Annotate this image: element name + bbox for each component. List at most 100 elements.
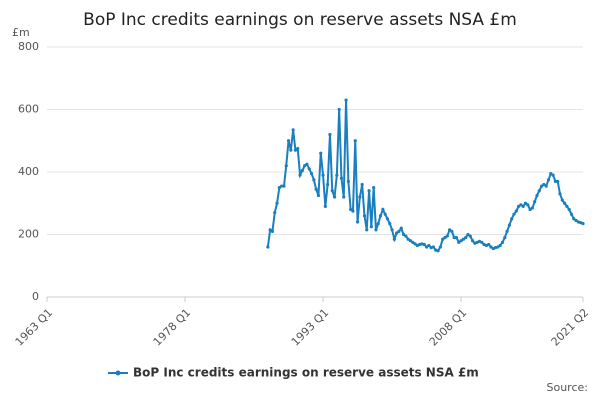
point <box>519 203 523 207</box>
point <box>413 242 417 246</box>
source: Source: <box>547 381 589 394</box>
point <box>277 186 281 190</box>
point <box>298 173 302 177</box>
point <box>303 164 307 168</box>
point <box>312 178 316 182</box>
point <box>553 179 557 183</box>
y-tick-label: 600 <box>18 103 39 116</box>
point <box>558 192 562 196</box>
point <box>395 231 399 235</box>
point <box>500 240 505 244</box>
point <box>457 240 461 244</box>
point <box>530 206 534 210</box>
point <box>450 229 454 233</box>
point <box>556 179 560 183</box>
point <box>404 234 408 238</box>
point <box>365 228 369 232</box>
point <box>381 207 385 212</box>
point <box>273 211 277 215</box>
point <box>399 226 403 230</box>
point <box>346 179 350 183</box>
point <box>516 204 521 208</box>
point <box>326 182 330 187</box>
point <box>411 240 415 244</box>
point <box>459 239 463 243</box>
point <box>296 146 300 151</box>
point <box>270 229 275 233</box>
point <box>305 162 309 166</box>
x-tick-label: 1978 Q1 <box>151 306 194 349</box>
point <box>293 148 298 152</box>
point <box>376 221 380 226</box>
point <box>309 171 314 176</box>
point <box>581 221 585 226</box>
point <box>422 242 426 247</box>
point <box>507 223 511 227</box>
point <box>537 189 541 193</box>
point <box>388 221 392 226</box>
point <box>528 207 532 212</box>
point <box>496 245 500 249</box>
point <box>480 240 484 244</box>
point <box>466 232 470 237</box>
point <box>314 187 318 191</box>
point <box>372 186 376 190</box>
point <box>436 249 440 253</box>
point <box>569 212 574 216</box>
point <box>546 178 551 182</box>
point <box>443 236 447 240</box>
point <box>266 245 270 249</box>
point <box>378 214 383 218</box>
point <box>330 189 334 193</box>
point <box>447 228 452 232</box>
point <box>549 171 553 176</box>
point <box>468 234 472 238</box>
point <box>510 217 514 221</box>
point <box>572 217 576 221</box>
point <box>523 201 528 205</box>
point <box>461 237 465 241</box>
point <box>489 245 493 249</box>
point <box>390 228 394 232</box>
point <box>385 217 390 221</box>
y-tick-label: 200 <box>18 228 39 241</box>
point <box>454 236 459 240</box>
x-tick-label: 2021 Q2 <box>549 306 592 349</box>
point <box>470 239 475 243</box>
point <box>431 245 436 249</box>
point <box>560 198 564 202</box>
y-tick-label: 800 <box>18 40 39 53</box>
point <box>441 237 445 241</box>
point <box>452 236 456 240</box>
point <box>392 237 396 241</box>
series-line <box>266 100 584 252</box>
point <box>280 184 284 188</box>
point <box>300 168 304 173</box>
chart-title: BoP Inc credits earnings on reserve asse… <box>83 10 517 30</box>
point <box>369 225 373 229</box>
y-tick-label: 400 <box>18 165 39 178</box>
point <box>487 242 491 247</box>
point <box>353 139 357 143</box>
point <box>408 239 413 243</box>
point <box>505 229 509 233</box>
point <box>526 203 530 207</box>
point <box>539 184 544 188</box>
point <box>321 173 325 177</box>
point <box>358 195 362 199</box>
point <box>355 220 360 224</box>
point <box>503 236 507 240</box>
point <box>360 182 364 187</box>
point <box>307 167 311 171</box>
point <box>535 193 539 198</box>
point <box>383 212 387 216</box>
point <box>406 237 410 241</box>
point <box>291 128 295 132</box>
x-tick-label: 2008 Q1 <box>427 306 470 349</box>
point <box>574 218 578 223</box>
point <box>328 132 332 137</box>
point <box>512 212 516 216</box>
point <box>542 182 546 187</box>
point <box>344 98 348 102</box>
